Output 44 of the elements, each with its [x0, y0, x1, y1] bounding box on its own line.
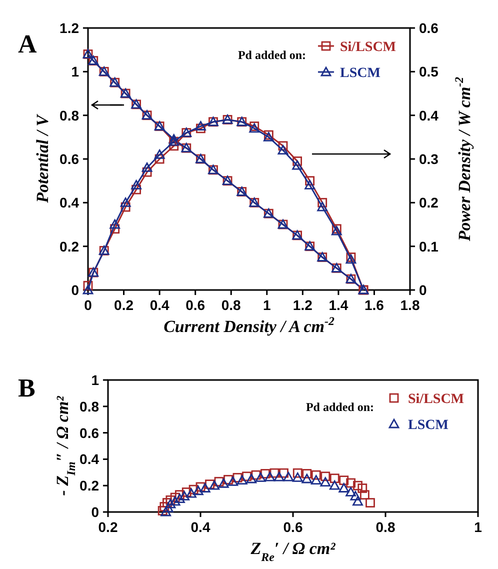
legend-title: Pd added on: — [238, 48, 306, 62]
y-tick-label: 0.8 — [60, 107, 80, 124]
y-tick-label: 0 — [71, 282, 80, 298]
y-tick-label: 0.8 — [80, 398, 100, 414]
y-axis-title: Potential / V — [33, 113, 52, 204]
x-tick-label: 0.4 — [190, 519, 210, 535]
y2-tick-label: 0.2 — [419, 194, 439, 211]
y-tick-label: 0.2 — [60, 238, 80, 254]
x-tick-label: 0.6 — [283, 519, 303, 535]
x-tick-label: 0.8 — [376, 519, 396, 535]
y2-tick-label: 0.1 — [419, 238, 439, 254]
x-axis-title: Current Density / A cm$^{-2}$ — [164, 314, 334, 336]
x-tick-label: 1 — [474, 519, 482, 535]
legend-label: LSCM — [408, 418, 448, 433]
x-tick-label: 0.6 — [186, 297, 206, 313]
x-tick-label: 1 — [262, 297, 271, 313]
legend-label: LSCM — [340, 66, 380, 81]
y2-tick-label: 0 — [419, 282, 427, 298]
y-tick-label: 1.2 — [60, 20, 80, 36]
legend-label: Si/LSCM — [340, 40, 396, 55]
y-tick-label: 0.4 — [80, 451, 100, 468]
y-tick-label: 0 — [91, 504, 100, 520]
y-tick-label: 0.4 — [60, 194, 80, 211]
y2-tick-label: 0.4 — [419, 107, 439, 124]
text: B — [18, 373, 36, 402]
y-tick-label: 1 — [91, 372, 100, 388]
x-tick-label: 1.6 — [364, 297, 384, 313]
legend-label: Si/LSCM — [408, 392, 464, 407]
x-tick-label: 1.2 — [292, 297, 313, 313]
y-tick-label: 1 — [71, 64, 80, 80]
x-tick-label: 0.2 — [114, 297, 134, 313]
y2-tick-label: 0.6 — [419, 20, 439, 36]
x-tick-label: 0.4 — [150, 297, 170, 313]
text: A — [18, 29, 37, 58]
y2-tick-label: 0.5 — [419, 64, 439, 80]
x-tick-label: 0.8 — [221, 297, 242, 313]
x-axis-title: Z$_{Re}$′ / Ω cm² — [250, 539, 336, 564]
y-tick-label: 0.6 — [80, 424, 100, 441]
y2-tick-label: 0.3 — [419, 151, 439, 167]
x-tick-label: 1.4 — [328, 297, 348, 313]
x-tick-label: 1.8 — [400, 297, 420, 313]
y-tick-label: 0.2 — [80, 478, 100, 494]
legend-title: Pd added on: — [306, 400, 374, 414]
y-tick-label: 0.6 — [60, 151, 80, 167]
